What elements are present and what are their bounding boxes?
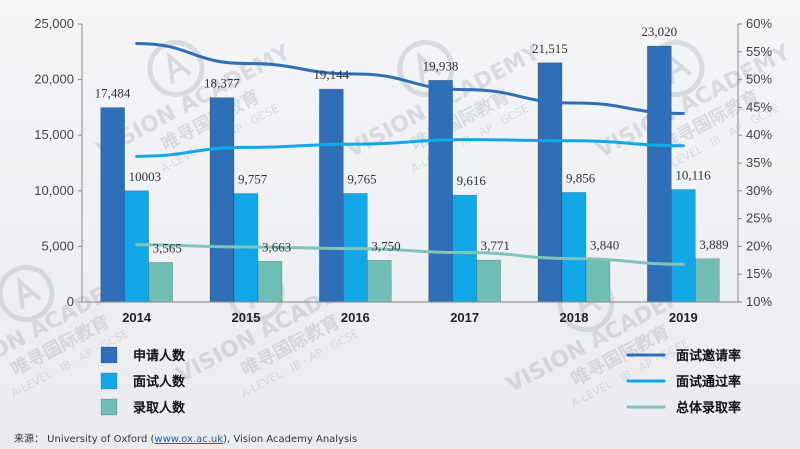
line-series-3 [135,243,685,266]
bar-data-label: 9,765 [347,171,376,186]
bar-3 [476,259,501,303]
bar-1 [537,62,563,303]
watermark-logo-icon [0,265,55,323]
bar-1 [100,107,125,303]
bar-data-label: 21,515 [532,41,568,56]
legend-swatch-bar [100,372,118,390]
y-right-tick-label: 35% [746,155,772,170]
legend-label: 面试人数 [133,374,186,390]
y-right-tick-label: 40% [746,127,772,142]
x-tick-label: 2015 [232,310,261,325]
bar-data-label: 10003 [129,169,162,184]
bar-data-label: 3,889 [699,237,728,252]
bar-data-label: 9,856 [566,170,596,185]
bar-2 [561,192,587,303]
bar-data-label: 9,757 [238,172,268,187]
y-right-tick-label: 20% [746,238,772,253]
bar-data-label: 3,840 [590,237,619,252]
source-prefix: 来源： University of Oxford ( [14,434,155,445]
legend-label: 面试通过率 [676,374,741,390]
bar-3 [148,262,173,303]
y-right-tick-label: 60% [746,16,772,31]
bar-data-label: 3,565 [153,240,182,255]
bar-1 [209,97,235,303]
y-right-tick-label: 30% [746,183,772,198]
line-series-2 [135,138,685,158]
bar-data-label: 3,750 [371,238,400,253]
y-left-tick-label: 5,000 [41,238,74,253]
legend-label: 申请人数 [133,348,186,364]
x-tick-label: 2019 [669,310,698,325]
x-tick-label: 2014 [122,310,152,325]
bar-data-label: 10,116 [675,168,711,183]
bar-2 [452,194,477,303]
y-right-tick-label: 50% [746,72,772,87]
watermark-logo-mark [16,276,42,310]
y-right-tick-label: 25% [746,211,772,226]
legend-swatch-bar [100,346,118,364]
y-right-tick-label: 45% [746,99,772,114]
x-tick-label: 2017 [450,310,479,325]
bar-3 [257,260,283,303]
bar-data-label: 3,771 [481,238,510,253]
bar-data-label: 9,616 [457,173,487,188]
legend-label: 面试邀请率 [676,348,741,364]
axes: 0 5,000 10,000 15,000 20,000 25,000 10% 15% 20% 2… [34,16,772,325]
bar-1 [319,88,344,303]
bar-data-label: 23,020 [641,24,677,39]
bar-3 [585,258,611,303]
y-left-tick-label: 10,000 [34,183,74,198]
bar-2 [671,189,696,303]
legend-label: 录取人数 [133,400,186,416]
watermark-logo-mark [416,51,442,85]
bar-data-label: 19,938 [423,58,459,73]
watermark-logo-mark [166,51,192,85]
bar-2 [124,190,149,303]
lines [135,41,685,266]
bar-data-label: 19,144 [313,67,349,82]
x-tick-label: 2018 [560,310,589,325]
bar-1 [428,79,453,303]
y-right-tick-label: 55% [746,44,772,59]
legend-swatch-bar [100,398,118,416]
y-left-tick-label: 25,000 [34,16,74,31]
y-left-tick-label: 15,000 [34,127,74,142]
y-left-tick-label: 20,000 [34,72,74,87]
bar-3 [695,258,720,303]
y-right-tick-label: 15% [746,266,772,281]
bar-data-label: 18,377 [204,76,240,91]
bar-data-label: 3,663 [262,239,291,254]
bar-1 [647,45,672,303]
legend-label: 总体录取率 [676,400,741,416]
bars [100,45,720,303]
y-left-tick-label: 0 [67,294,74,309]
data-labels: 17,484 18,377 19,144 19,938 21,515 23,020 1000… [95,24,729,255]
source-note: 来源： University of Oxford (www.ox.ac.uk),… [14,430,357,445]
bar-data-label: 17,484 [95,86,131,101]
line-series-1 [135,41,685,116]
source-link[interactable]: www.ox.ac.uk [154,434,224,445]
y-right-tick-label: 10% [746,294,772,309]
x-tick-label: 2016 [341,310,370,325]
source-suffix: ), Vision Academy Analysis [223,434,358,445]
bar-3 [367,259,392,303]
